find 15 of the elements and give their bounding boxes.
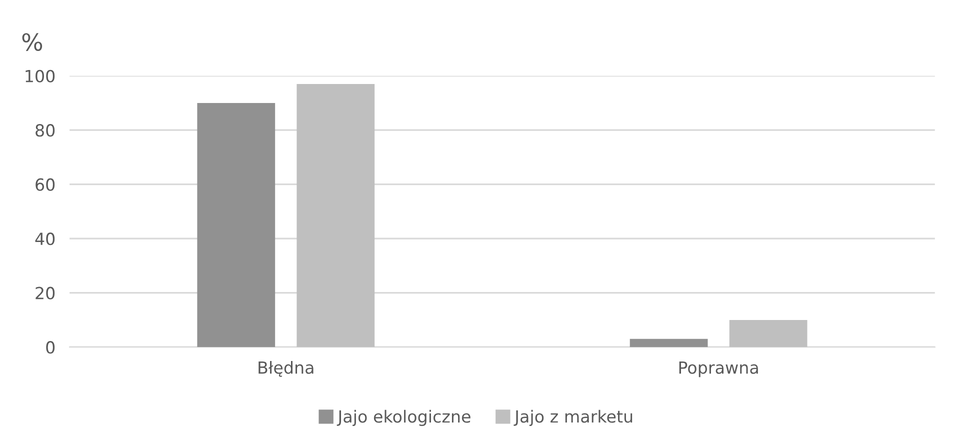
y-tick-label: 20 <box>36 286 55 300</box>
y-tick-label: 80 <box>36 124 55 137</box>
y-tick-label: 100 <box>26 70 55 82</box>
x-tick-label: Poprawna <box>679 361 758 378</box>
bar <box>630 338 708 348</box>
bar <box>729 320 808 348</box>
legend-label: Jajo z marketu <box>514 410 632 426</box>
y-tick-label: 60 <box>36 178 55 191</box>
legend-label: Jajo ekologiczne <box>336 410 470 426</box>
x-tick-label: Błędna <box>258 360 314 377</box>
y-axis-title: % <box>22 33 42 51</box>
y-tick-label: 0 <box>46 341 55 354</box>
bar <box>296 84 375 348</box>
bar <box>197 102 276 348</box>
y-tick-label: 40 <box>35 232 55 246</box>
